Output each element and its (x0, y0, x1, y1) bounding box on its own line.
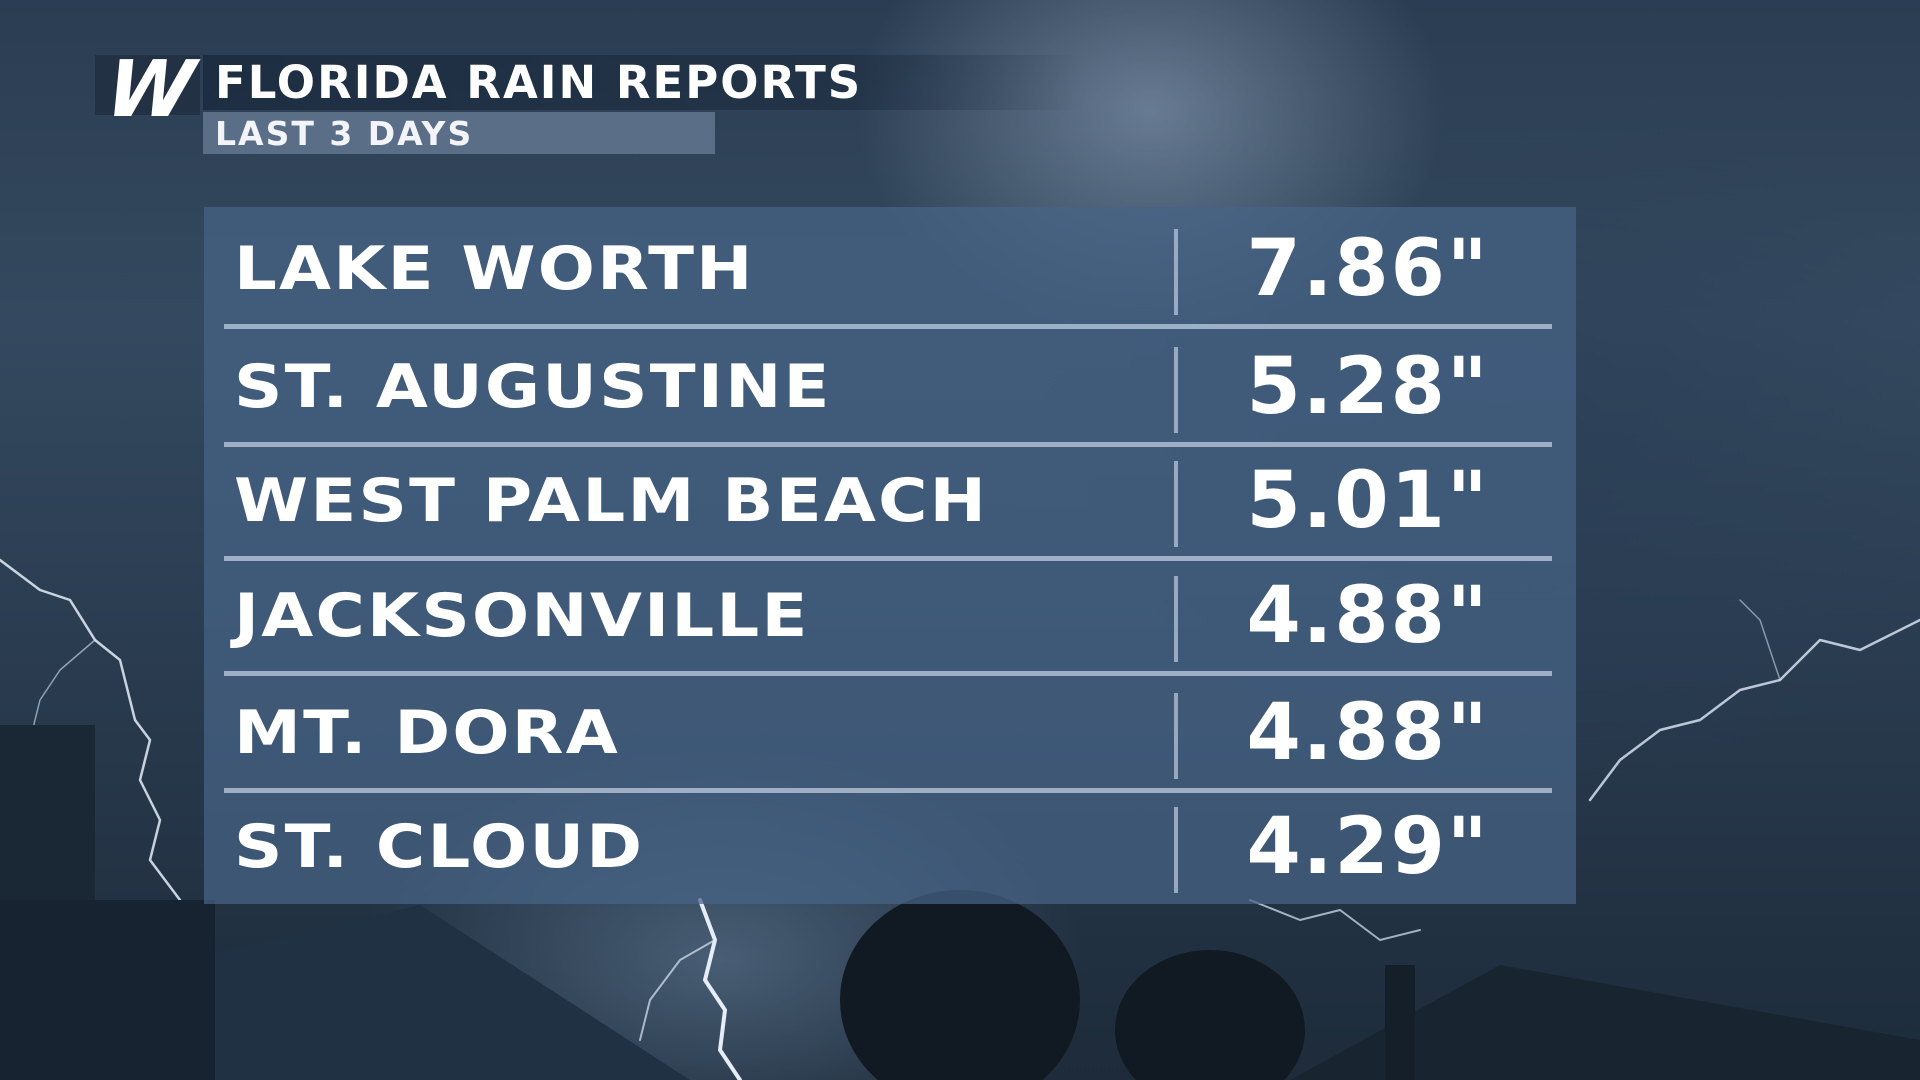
table-row: WEST PALM BEACH 5.01" (224, 445, 1552, 561)
brand-logo: W (100, 45, 190, 135)
row-divider (224, 671, 1552, 676)
location-name: ST. CLOUD (234, 812, 645, 882)
rain-amount: 4.88" (1246, 571, 1490, 661)
lightning-bolts (0, 558, 1920, 1080)
page-title: FLORIDA RAIN REPORTS (215, 56, 863, 109)
rain-amount: 4.88" (1246, 688, 1490, 778)
house-roof-right (1290, 965, 1920, 1080)
column-divider (1174, 347, 1178, 433)
column-divider (1174, 461, 1178, 547)
table-row: ST. CLOUD 4.29" (224, 791, 1552, 904)
lightning-right (1588, 618, 1920, 802)
lightning-left (0, 558, 182, 902)
lightning-right-branch (1739, 599, 1781, 681)
table-row: ST. AUGUSTINE 5.28" (224, 331, 1552, 447)
row-divider (224, 442, 1552, 447)
location-name: LAKE WORTH (234, 234, 755, 304)
barn-roof-left (100, 905, 690, 1080)
row-divider (224, 556, 1552, 561)
location-name: ST. AUGUSTINE (234, 352, 832, 422)
logo-box: W (95, 45, 200, 135)
shed-left (0, 900, 215, 1080)
table-row: MT. DORA 4.88" (224, 677, 1552, 793)
location-name: MT. DORA (234, 698, 621, 768)
row-divider (224, 788, 1552, 793)
lightning-center-branch (639, 939, 716, 1041)
water-tank (0, 725, 95, 905)
location-name: WEST PALM BEACH (234, 466, 989, 536)
rain-amount: 5.01" (1246, 456, 1490, 546)
table-row: JACKSONVILLE 4.88" (224, 560, 1552, 676)
title-bar: FLORIDA RAIN REPORTS (203, 55, 1083, 110)
column-divider (1174, 693, 1178, 779)
rain-amount: 7.86" (1246, 224, 1490, 314)
column-divider (1174, 576, 1178, 662)
tree-center (840, 890, 1080, 1080)
rain-amount: 4.29" (1246, 802, 1490, 892)
header: W FLORIDA RAIN REPORTS LAST 3 DAYS (95, 45, 1095, 155)
row-divider (224, 324, 1552, 329)
column-divider (1174, 807, 1178, 893)
lightning-left-branch (29, 639, 96, 741)
column-divider (1174, 229, 1178, 315)
tree-right (1115, 950, 1305, 1080)
lightning-lower-right (1249, 899, 1421, 941)
silhouettes (0, 725, 1920, 1080)
location-name: JACKSONVILLE (234, 581, 810, 651)
chimney (1385, 965, 1415, 1080)
rain-report-table: LAKE WORTH 7.86" ST. AUGUSTINE 5.28" WES… (204, 207, 1576, 904)
table-row: LAKE WORTH 7.86" (224, 213, 1552, 329)
lightning-center (698, 898, 742, 1080)
subtitle-bar: LAST 3 DAYS (203, 112, 715, 154)
rain-amount: 5.28" (1246, 342, 1490, 432)
page-subtitle: LAST 3 DAYS (215, 114, 474, 153)
